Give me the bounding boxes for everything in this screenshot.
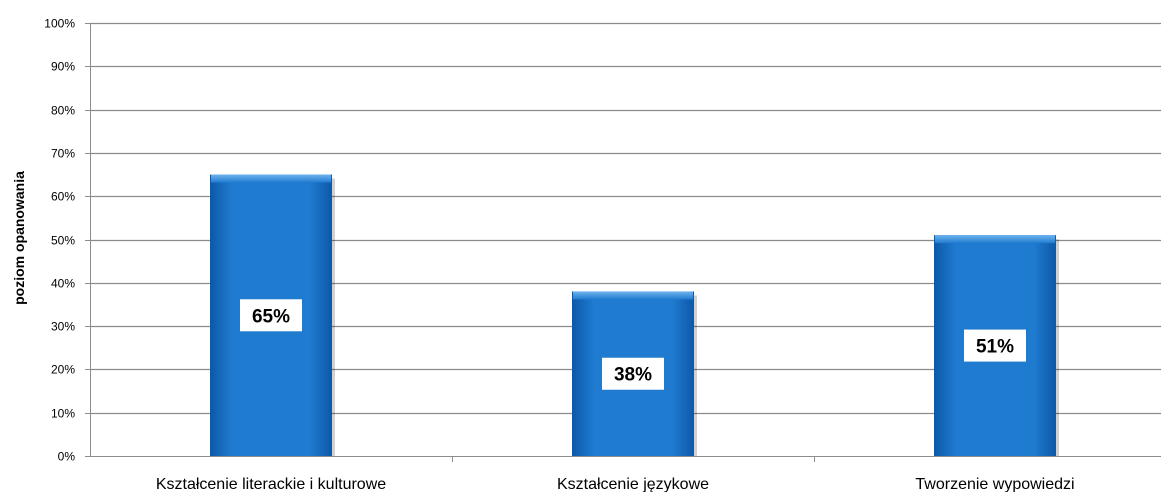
x-category-label: Kształcenie językowe: [557, 476, 709, 492]
y-tick-label: 60%: [51, 190, 75, 204]
data-label-box: [240, 299, 302, 332]
data-label-box: [602, 357, 664, 390]
x-category-label: Tworzenie wypowiedzi: [915, 476, 1074, 492]
y-tick-label: 50%: [51, 234, 75, 248]
axes: 0% 10% 20% 30% 40% 50% 60% 70% 80% 90% 100% Kształc…: [44, 17, 1161, 493]
y-tick-label: 80%: [51, 104, 75, 118]
bar-highlight: [573, 291, 693, 300]
y-tick-label: 100%: [44, 17, 75, 31]
y-tick-label: 30%: [51, 320, 75, 334]
data-labels: 65% 38% 51%: [240, 299, 1026, 390]
y-axis-label: poziom opanowania: [11, 171, 27, 305]
data-label: 38%: [614, 365, 652, 386]
x-category-label: Kształcenie literackie i kulturowe: [156, 476, 386, 492]
y-tick-label: 70%: [51, 147, 75, 161]
data-label-box: [964, 329, 1026, 362]
y-tick-label: 0%: [58, 450, 76, 464]
y-tick-label: 10%: [51, 407, 75, 421]
y-tick-label: 90%: [51, 60, 75, 74]
data-label: 65%: [252, 306, 290, 327]
data-label: 51%: [976, 337, 1014, 358]
y-tick-label: 40%: [51, 277, 75, 291]
bar-highlight: [211, 174, 331, 183]
y-tick-label: 20%: [51, 363, 75, 377]
bar-highlight: [935, 235, 1055, 244]
